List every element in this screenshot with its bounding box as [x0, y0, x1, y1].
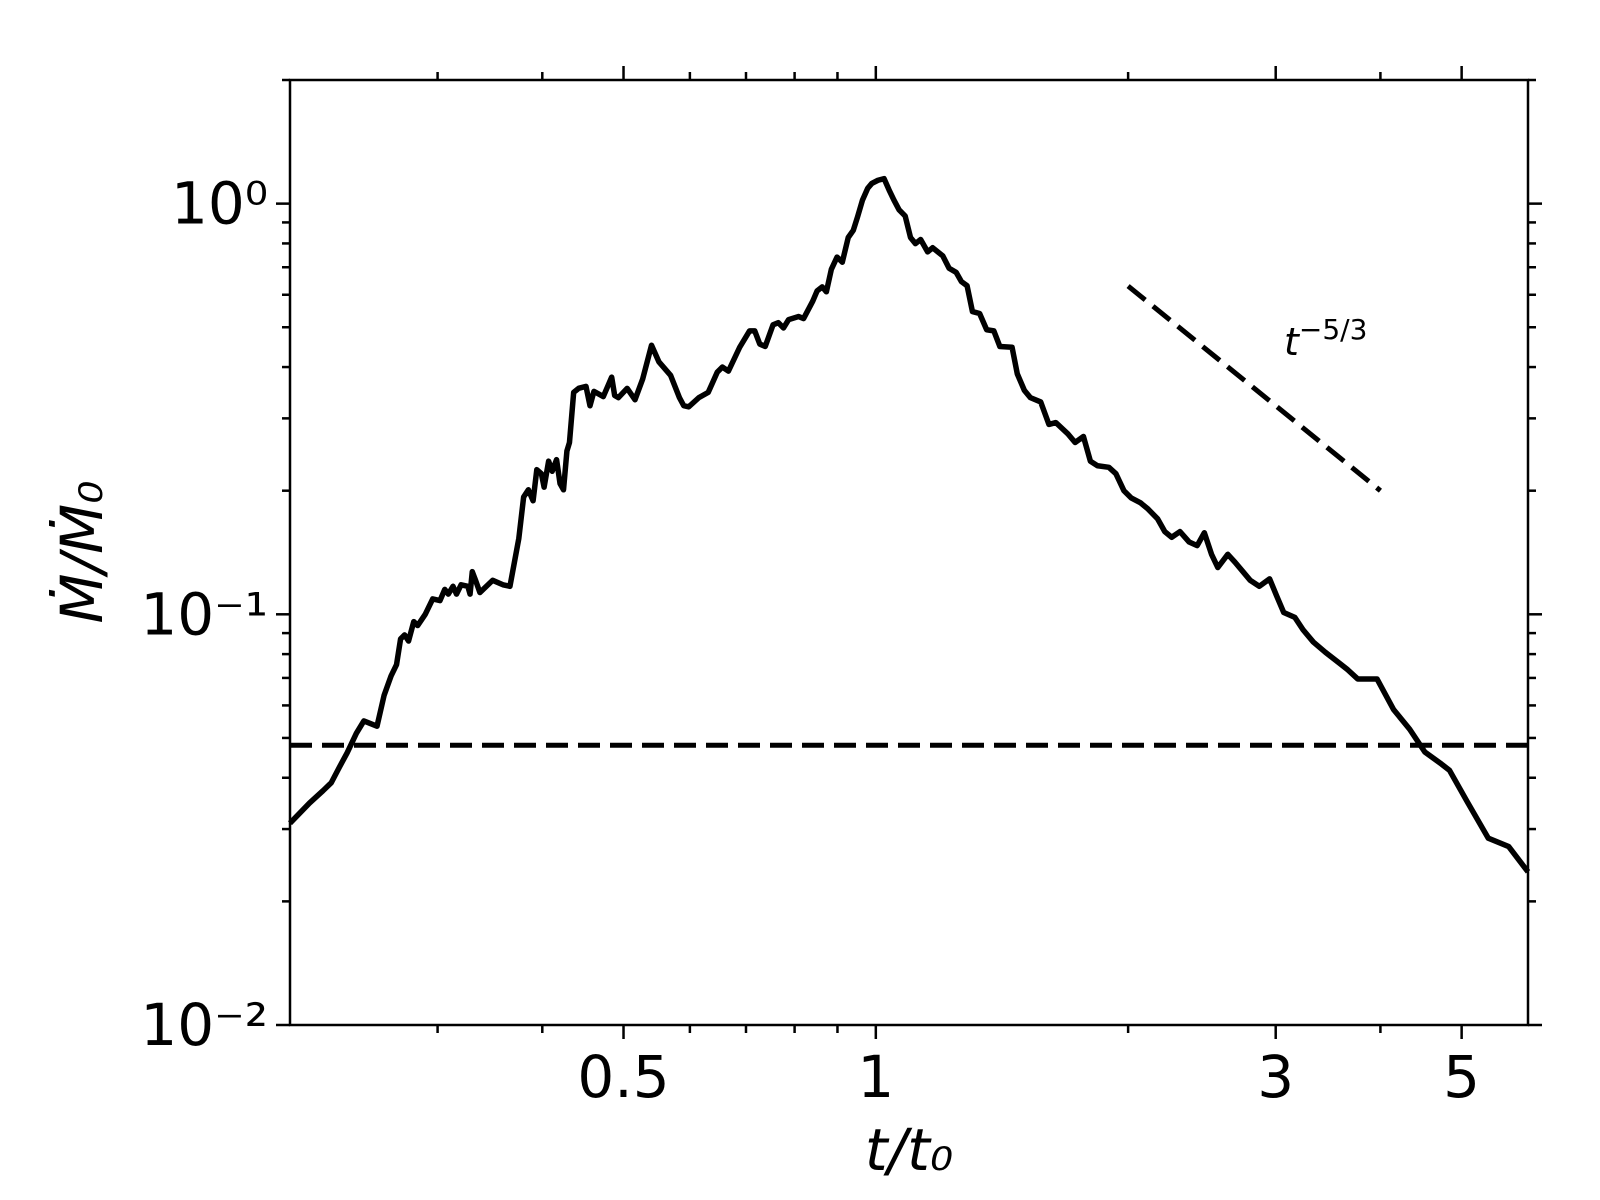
x-axis-label: t/t₀: [865, 1116, 953, 1184]
y-tick-label: 10⁻²: [140, 991, 268, 1059]
power-law-line: [1126, 284, 1382, 493]
y-axis-label: Ṁ/Ṁ₀: [48, 481, 116, 624]
y-tick-label: 10⁻¹: [140, 580, 268, 648]
annotation-base: t: [1284, 320, 1301, 364]
y-tick-label: 10⁰: [171, 170, 268, 238]
annotation-exponent: −5/3: [1299, 313, 1368, 346]
x-tick-label: 1: [857, 1043, 894, 1111]
plot-frame: [288, 78, 1530, 1027]
annotation: t−5/3: [1284, 313, 1367, 364]
data-line: [288, 175, 1531, 874]
x-tick-label: 0.5: [577, 1043, 669, 1111]
x-tick-label: 3: [1257, 1043, 1294, 1111]
x-tick-label: 5: [1443, 1043, 1480, 1111]
